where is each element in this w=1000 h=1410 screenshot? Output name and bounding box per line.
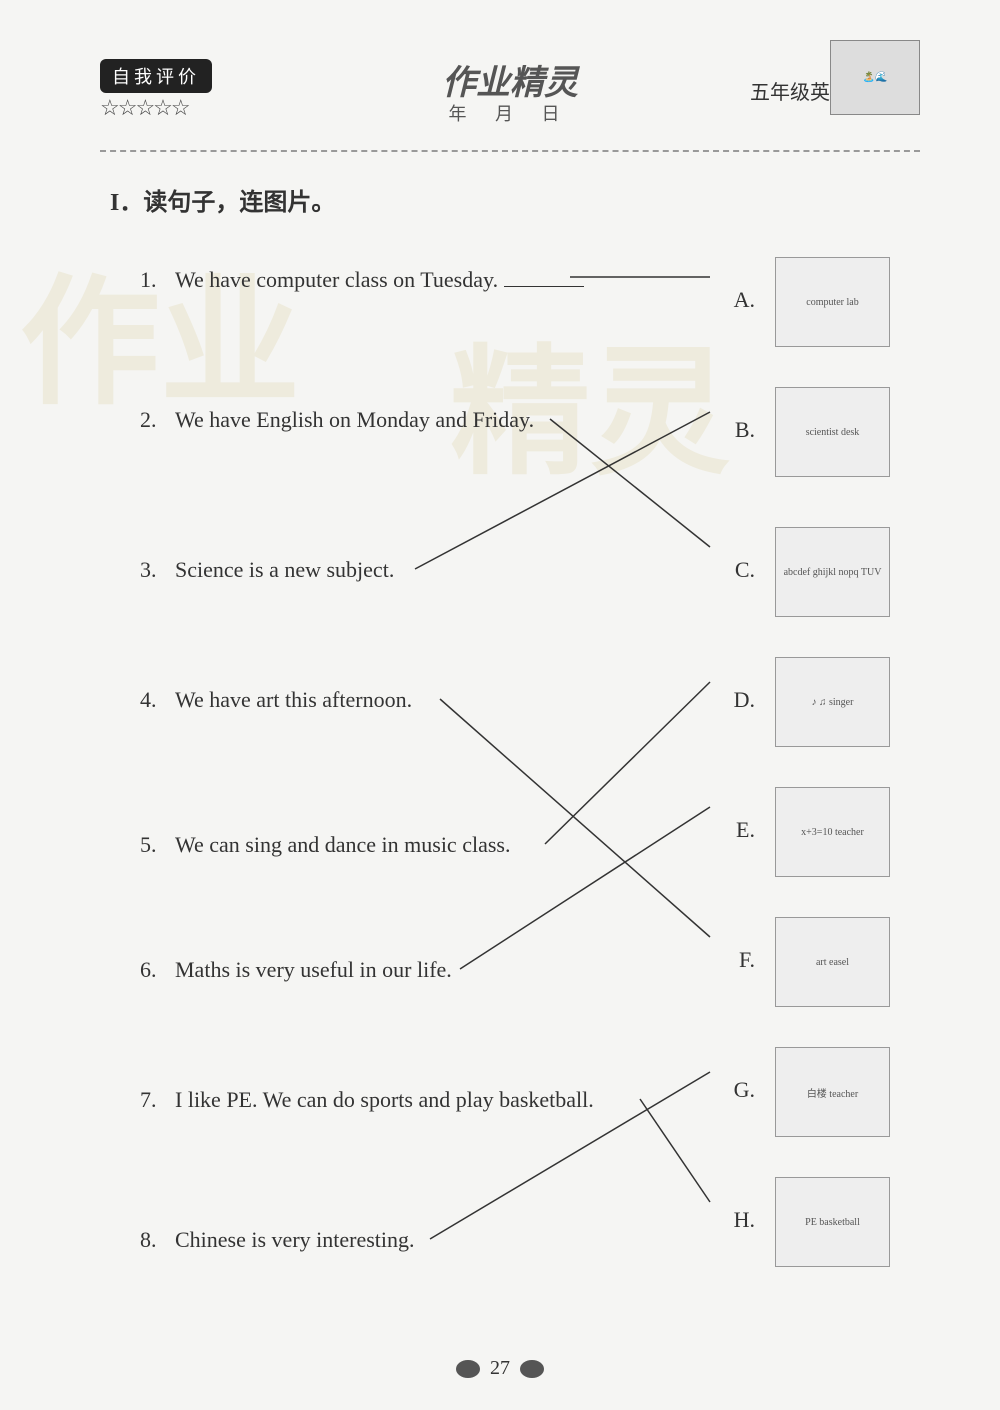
page-container: 作业 精灵 自我评价 ☆☆☆☆☆ 作业精灵 年 月 日 五年级英语 🏝️🌊 I．…: [0, 0, 1000, 1410]
bird-icon-right: [520, 1360, 544, 1378]
star-rating: ☆☆☆☆☆: [100, 95, 189, 121]
match-line-2: [550, 419, 710, 547]
sentence-number: 6.: [140, 957, 165, 983]
answer-blank: [504, 286, 584, 287]
page-header: 自我评价 ☆☆☆☆☆ 作业精灵 年 月 日 五年级英语 🏝️🌊: [100, 50, 920, 130]
header-divider: [100, 150, 920, 152]
option-label-B: B.: [735, 417, 755, 443]
eval-badge: 自我评价: [100, 59, 212, 93]
option-image-E: x+3=10 teacher: [775, 787, 890, 877]
sentence-row-7: 7. I like PE. We can do sports and play b…: [140, 1087, 594, 1113]
match-line-7: [640, 1099, 710, 1202]
match-line-3: [415, 412, 710, 569]
sentence-row-3: 3. Science is a new subject.: [140, 557, 394, 583]
page-number-text: 27: [490, 1357, 510, 1380]
corner-illustration: 🏝️🌊: [830, 40, 920, 115]
sentence-row-5: 5. We can sing and dance in music class.: [140, 832, 510, 858]
option-image-C: abcdef ghijkl nopq TUV: [775, 527, 890, 617]
option-image-B: scientist desk: [775, 387, 890, 477]
option-label-A: A.: [734, 287, 755, 313]
sentence-row-4: 4. We have art this afternoon.: [140, 687, 412, 713]
match-line-4: [440, 699, 710, 937]
sentence-row-2: 2. We have English on Monday and Friday.: [140, 407, 534, 433]
option-label-H: H.: [734, 1207, 755, 1233]
self-evaluation: 自我评价 ☆☆☆☆☆: [100, 59, 212, 121]
option-image-F: art easel: [775, 917, 890, 1007]
option-label-F: F.: [739, 947, 755, 973]
sentence-number: 3.: [140, 557, 165, 583]
sentence-text: Chinese is very interesting.: [175, 1227, 415, 1253]
section-title: I．读句子，连图片。: [110, 182, 920, 217]
option-label-C: C.: [735, 557, 755, 583]
sentence-number: 4.: [140, 687, 165, 713]
date-labels: 年 月 日: [442, 100, 578, 126]
center-title: 作业精灵 年 月 日: [442, 55, 578, 126]
option-label-G: G.: [734, 1077, 755, 1103]
sentence-text: We have computer class on Tuesday.: [175, 267, 498, 293]
sentence-text: We can sing and dance in music class.: [175, 832, 510, 858]
sentence-number: 5.: [140, 832, 165, 858]
sentence-number: 8.: [140, 1227, 165, 1253]
option-image-G: 白楼 teacher: [775, 1047, 890, 1137]
sentence-text: We have English on Monday and Friday.: [175, 407, 534, 433]
sentence-number: 1.: [140, 267, 165, 293]
sentence-row-6: 6. Maths is very useful in our life.: [140, 957, 452, 983]
sentence-text: We have art this afternoon.: [175, 687, 412, 713]
exercise-area: 1. We have computer class on Tuesday. 2. We…: [140, 257, 900, 1307]
option-label-E: E.: [736, 817, 755, 843]
sentence-number: 2.: [140, 407, 165, 433]
sentence-row-1: 1. We have computer class on Tuesday.: [140, 267, 584, 293]
sentence-number: 7.: [140, 1087, 165, 1113]
page-number: 27: [456, 1357, 544, 1380]
match-line-5: [545, 682, 710, 844]
option-image-A: computer lab: [775, 257, 890, 347]
sentence-row-8: 8. Chinese is very interesting.: [140, 1227, 415, 1253]
bird-icon-left: [456, 1360, 480, 1378]
sentence-text: I like PE. We can do sports and play bas…: [175, 1087, 594, 1113]
brush-title: 作业精灵: [442, 55, 578, 104]
option-label-D: D.: [734, 687, 755, 713]
option-image-H: PE basketball: [775, 1177, 890, 1267]
option-image-D: ♪ ♫ singer: [775, 657, 890, 747]
sentence-text: Maths is very useful in our life.: [175, 957, 452, 983]
sentence-text: Science is a new subject.: [175, 557, 394, 583]
